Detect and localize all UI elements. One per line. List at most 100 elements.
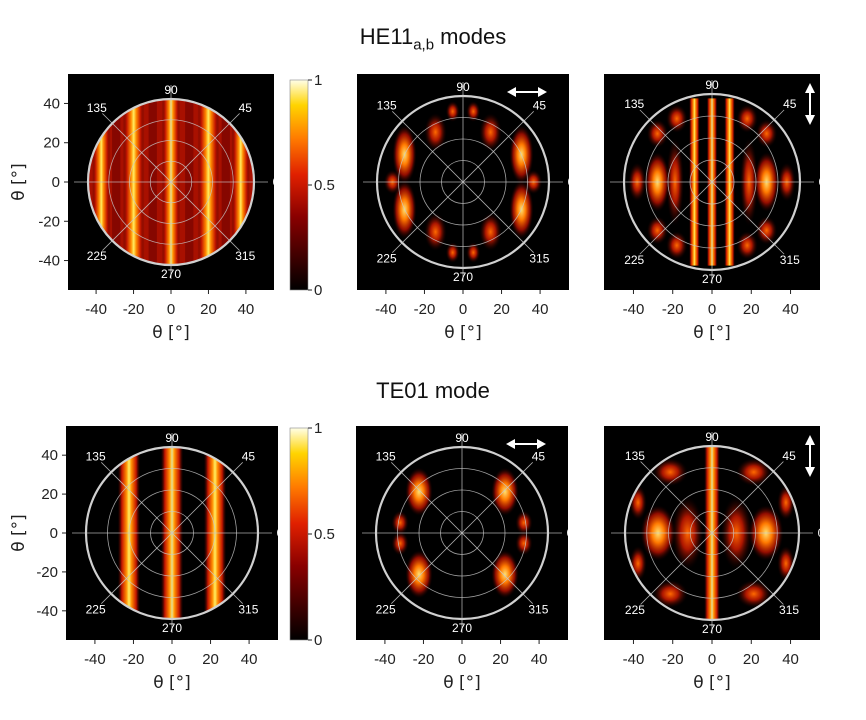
angle-label-315: 315 xyxy=(779,603,799,617)
grid-spoke xyxy=(101,462,243,604)
angle-label-90: 90 xyxy=(705,78,719,92)
intensity-lobe xyxy=(391,531,409,556)
angle-label-45: 45 xyxy=(242,450,256,464)
angle-label-225: 225 xyxy=(87,249,107,263)
intensity-lobe xyxy=(424,212,447,251)
angle-label-225: 225 xyxy=(86,602,106,616)
angle-label-270: 270 xyxy=(161,267,181,281)
panel-4: 90 45 0 315 270 225 135 -40 -20 0 20 40 θ [°] 40 20 0 -2… xyxy=(9,420,335,693)
y-tick-label: 20 xyxy=(43,135,60,152)
x-tick-label: -20 xyxy=(123,651,145,668)
row2-title: TE01 mode xyxy=(376,378,490,403)
angle-label-135: 135 xyxy=(376,450,396,464)
angle-label-225: 225 xyxy=(376,602,396,616)
colorbar-tick-label: 1 xyxy=(314,420,322,437)
y-tick-label: -40 xyxy=(38,253,60,270)
colorbar-scale xyxy=(289,79,309,291)
x-axis-label: θ [°] xyxy=(153,673,191,693)
angle-label-270: 270 xyxy=(453,270,473,284)
angle-label-45: 45 xyxy=(239,101,253,115)
grid-spoke xyxy=(102,113,240,251)
x-axis-label: θ [°] xyxy=(443,673,481,693)
angle-label-90: 90 xyxy=(455,431,469,445)
x-tick-label: 40 xyxy=(238,301,255,318)
intensity-lobe xyxy=(515,510,533,535)
intensity-lobe xyxy=(756,119,778,148)
angle-label-135: 135 xyxy=(377,99,397,113)
x-tick-label: -40 xyxy=(374,651,396,668)
angle-label-135: 135 xyxy=(624,97,644,111)
intensity-lobe xyxy=(424,113,447,152)
x-tick-label: -20 xyxy=(662,651,684,668)
angle-label-45: 45 xyxy=(532,450,546,464)
x-tick-label: 40 xyxy=(241,651,258,668)
intensity-lobe xyxy=(491,467,519,516)
intensity-lobe xyxy=(652,458,688,487)
y-axis-label: θ [°] xyxy=(9,163,29,201)
x-tick-label: -20 xyxy=(414,301,436,318)
x-tick-label: 20 xyxy=(492,651,509,668)
colorbar-tick-label: 0 xyxy=(314,632,322,649)
angle-label-270: 270 xyxy=(162,621,182,635)
double-arrow-vertical-icon xyxy=(805,435,815,477)
y-tick-label: -20 xyxy=(38,213,60,230)
x-axis-label: θ [°] xyxy=(444,323,482,343)
angle-label-90: 90 xyxy=(164,83,178,97)
y-tick-label: 0 xyxy=(50,525,58,542)
grid-spoke xyxy=(639,109,785,255)
colorbar-tick-label: 0.5 xyxy=(314,526,335,543)
intensity-lobe xyxy=(405,467,433,516)
x-tick-label: 0 xyxy=(168,651,176,668)
colorbar-tick-label: 0.5 xyxy=(314,177,335,194)
intensity-lobe xyxy=(445,242,460,263)
intensity-lobe xyxy=(479,212,502,251)
x-tick-label: -40 xyxy=(375,301,397,318)
x-tick-label: 0 xyxy=(708,301,716,318)
arrow-head-left xyxy=(507,87,516,97)
intensity-lobe xyxy=(646,119,668,148)
angle-label-0: 0 xyxy=(277,526,284,540)
intensity-lobe xyxy=(666,231,688,260)
x-tick-label: 0 xyxy=(167,301,175,318)
angle-label-0: 0 xyxy=(819,175,826,189)
angle-label-270: 270 xyxy=(702,272,722,286)
colorbar-scale xyxy=(289,427,309,641)
angle-label-270: 270 xyxy=(702,622,722,636)
angle-label-225: 225 xyxy=(377,251,397,265)
angle-label-45: 45 xyxy=(782,449,796,463)
angle-label-315: 315 xyxy=(235,249,255,263)
y-tick-label: 20 xyxy=(41,486,58,503)
angle-label-225: 225 xyxy=(625,603,645,617)
angle-label-135: 135 xyxy=(87,101,107,115)
angle-label-315: 315 xyxy=(780,253,800,267)
angle-label-0: 0 xyxy=(818,526,825,540)
double-arrow-vertical-icon xyxy=(805,83,815,125)
arrow-head-down xyxy=(805,467,815,477)
x-tick-label: 40 xyxy=(782,301,799,318)
intensity-lobe xyxy=(652,579,688,608)
colorbar: 10.50 xyxy=(289,420,335,649)
intensity-lobe xyxy=(479,113,502,152)
y-axis-label: θ [°] xyxy=(9,514,29,552)
intensity-lobe xyxy=(445,101,460,122)
row1-title-sub: a,b xyxy=(413,36,435,54)
x-tick-label: 40 xyxy=(782,651,799,668)
x-tick-label: -40 xyxy=(623,651,645,668)
arrow-head-right xyxy=(537,439,546,449)
y-tick-label: -40 xyxy=(36,603,58,620)
x-tick-label: -40 xyxy=(85,301,107,318)
colorbar-tick-label: 1 xyxy=(314,72,322,89)
y-tick-label: 40 xyxy=(43,95,60,112)
x-tick-label: 40 xyxy=(531,651,548,668)
intensity-lobe xyxy=(736,579,772,608)
panel-1: 90 45 0 315 270 225 135 -40 -20 0 20 40 θ [°] 40 20 0 -2… xyxy=(9,72,335,343)
grid-spoke xyxy=(392,111,534,253)
panel-5: 90 45 0 315 270 225 135 -40 -20 0 20 40 θ [°] xyxy=(356,426,574,693)
x-tick-label: -20 xyxy=(413,651,435,668)
x-tick-label: -40 xyxy=(623,301,645,318)
angle-label-90: 90 xyxy=(705,430,719,444)
angle-label-135: 135 xyxy=(625,449,645,463)
x-tick-label: -40 xyxy=(84,651,106,668)
x-tick-label: 0 xyxy=(708,651,716,668)
